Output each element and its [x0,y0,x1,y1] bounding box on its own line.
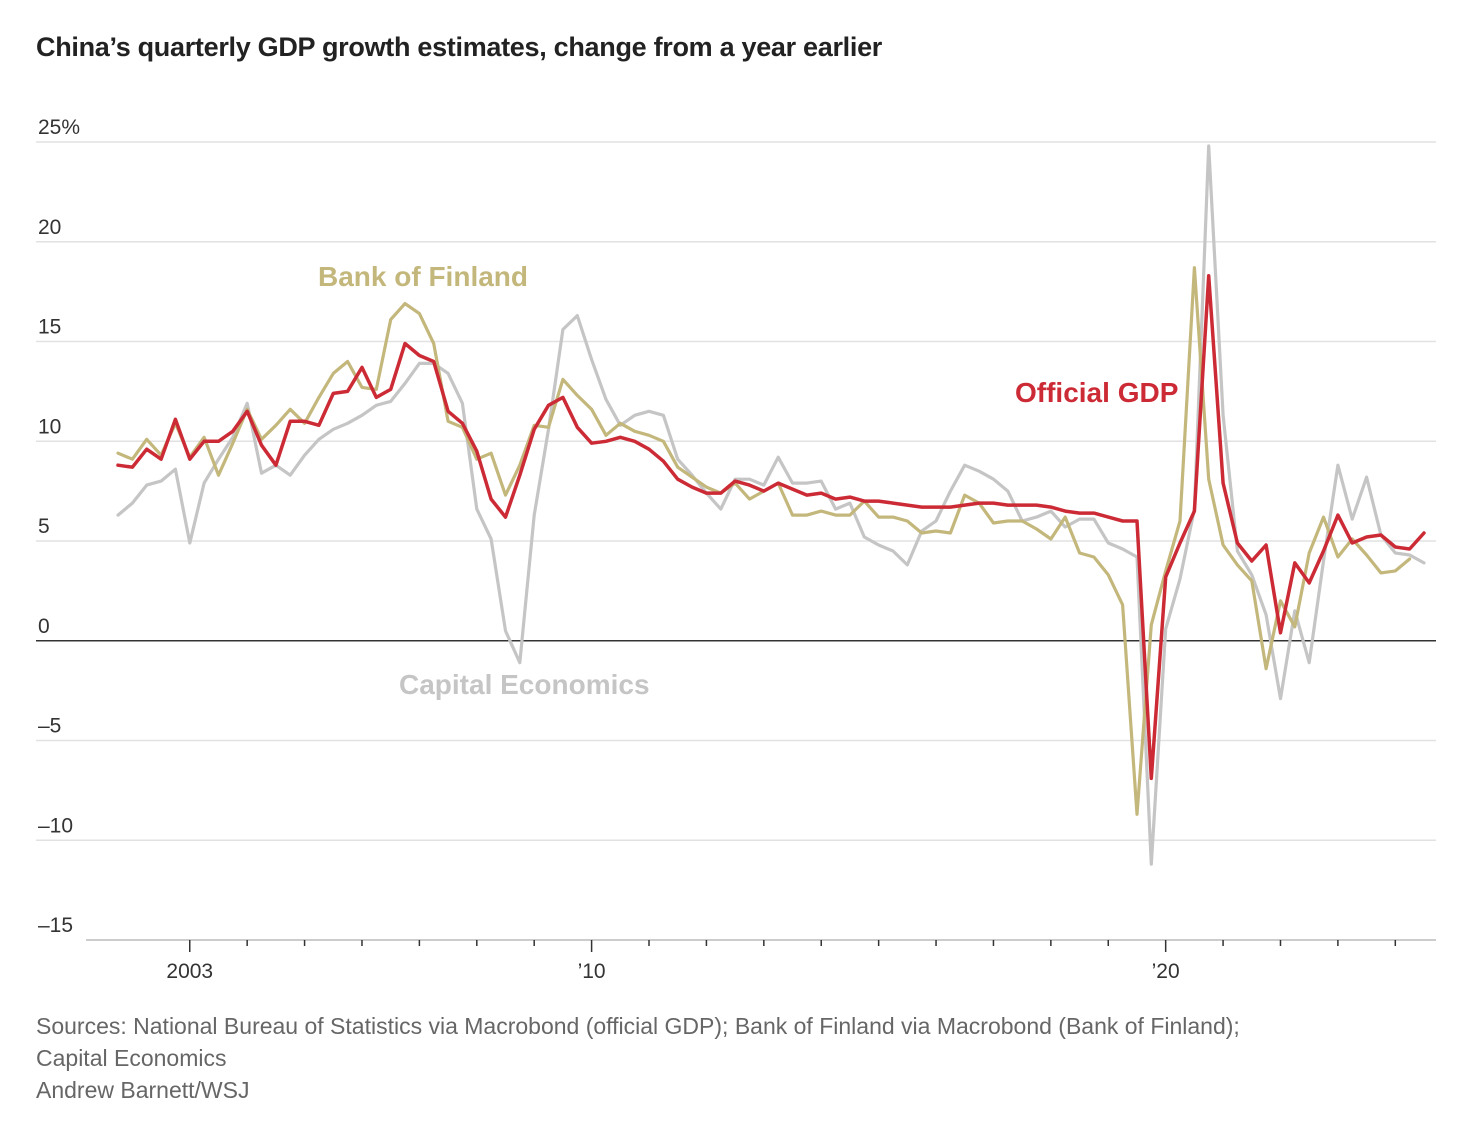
x-tick-label: ’20 [1152,960,1180,983]
y-tick-label: 10 [38,415,61,438]
sources-line-2: Capital Economics [36,1045,227,1071]
footer: Sources: National Bureau of Statistics v… [36,1010,1240,1106]
y-tick-label: –5 [38,715,61,738]
series-line-official-gdp [116,273,1426,781]
y-tick-label: 25% [38,116,80,139]
label-bank-of-finland: Bank of Finland [318,261,528,292]
y-tick-label: –15 [38,914,73,937]
x-tick-label: 2003 [166,960,213,983]
x-axis: 2003 ’10 ’20 [36,640,1436,983]
x-tick-label: ’10 [578,960,606,983]
y-tick-label: 20 [38,216,61,239]
y-tick-label: 15 [38,316,61,339]
series-lines [116,144,1426,866]
chart-title: China’s quarterly GDP growth estimates, … [36,32,883,62]
y-axis-labels: 25% 20 15 10 5 0 –5 –10 –15 [38,116,80,937]
label-official-gdp: Official GDP [1015,377,1178,408]
y-tick-label: 5 [38,515,50,538]
y-tick-label: 0 [38,615,50,638]
gridlines [36,141,1436,841]
gdp-line-chart: 25% 20 15 10 5 0 –5 –10 –15 2003 ’10 ’20 Bank of F… [36,116,1436,983]
label-capital-economics: Capital Economics [399,669,650,700]
credit: Andrew Barnett/WSJ [36,1077,250,1103]
series-line-capital-economics [116,144,1426,866]
series-labels: Bank of Finland Official GDP Capital Eco… [318,261,1178,700]
sources-line-1: Sources: National Bureau of Statistics v… [36,1013,1240,1039]
y-tick-label: –10 [38,814,73,837]
